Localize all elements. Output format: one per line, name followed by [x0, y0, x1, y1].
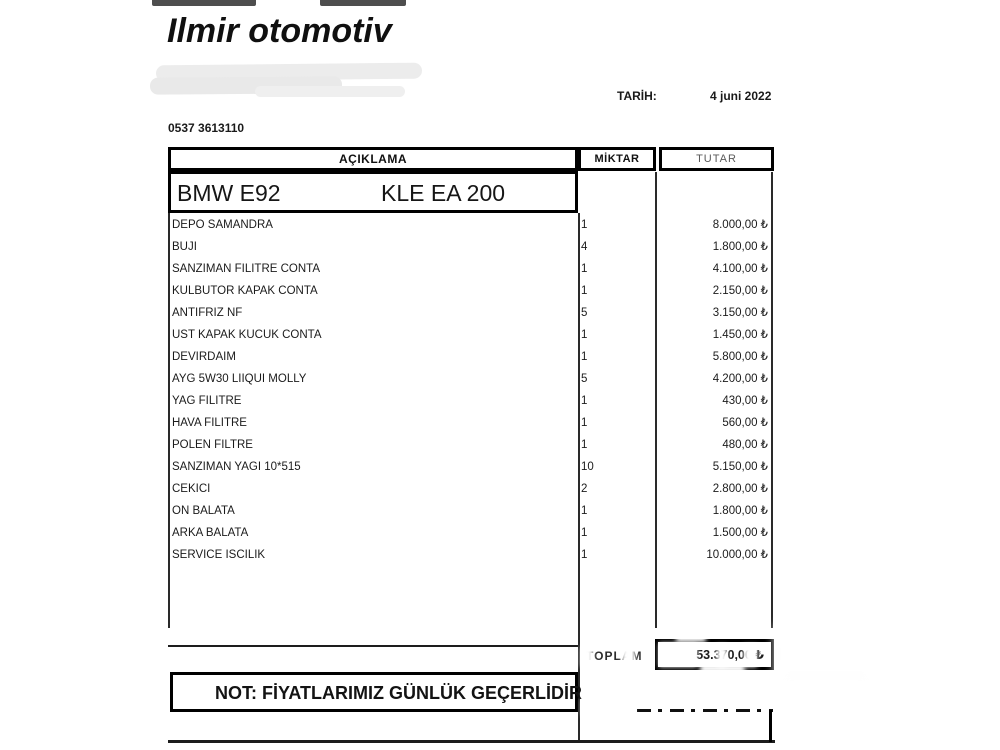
phone-number: 0537 3613110	[168, 121, 245, 135]
item-quantity: 1	[581, 329, 588, 341]
note-text: NOT: FİYATLARIMIZ GÜNLÜK GEÇERLİDİR	[215, 683, 582, 703]
invoice-row: UST KAPAK KUCUK CONTA 1 1.450,00 ₺	[168, 324, 772, 346]
redaction-blob	[255, 86, 405, 97]
item-quantity: 1	[581, 505, 588, 517]
top-crop-bar-left	[152, 0, 256, 6]
column-header-quantity: MİKTAR	[578, 147, 656, 171]
invoice-row: ON BALATA 1 1.800,00 ₺	[168, 500, 772, 522]
item-quantity: 10	[581, 461, 594, 473]
invoice-row: HAVA FILITRE 1 560,00 ₺	[168, 412, 772, 434]
invoice-row: ARKA BALATA 1 1.500,00 ₺	[168, 522, 772, 544]
item-amount: 1.800,00 ₺	[712, 241, 768, 253]
smudge-white	[590, 666, 650, 678]
corner-rule	[769, 710, 772, 742]
sheet-bottom-rule	[168, 740, 775, 743]
item-amount: 10.000,00 ₺	[706, 549, 768, 561]
item-description: CEKICI	[172, 483, 211, 495]
vehicle-row: BMW E92 KLE EA 200	[168, 171, 578, 213]
smudge-white	[659, 643, 697, 667]
item-description: SERVICE ISCILIK	[172, 549, 266, 561]
note-box: NOT: FİYATLARIMIZ GÜNLÜK GEÇERLİDİR	[170, 672, 582, 712]
invoice-row: DEPO SAMANDRA 1 8.000,00 ₺	[168, 214, 772, 236]
invoice-row: ANTIFRIZ NF 5 3.150,00 ₺	[168, 302, 772, 324]
item-description: KULBUTOR KAPAK CONTA	[172, 285, 318, 297]
item-amount: 560,00 ₺	[722, 417, 768, 429]
vehicle-plate: KLE EA 200	[381, 180, 506, 206]
item-description: SANZIMAN FILITRE CONTA	[172, 263, 321, 275]
smudge-white	[581, 647, 593, 667]
invoice-row: SERVICE ISCILIK 1 10.000,00 ₺	[168, 544, 772, 566]
item-description: UST KAPAK KUCUK CONTA	[172, 329, 322, 341]
business-name: Ilmir otomotiv	[167, 12, 392, 50]
item-quantity: 1	[581, 527, 588, 539]
vehicle-model: BMW E92	[177, 180, 281, 206]
item-description: BUJI	[172, 241, 197, 253]
date-value: 4 juni 2022	[710, 89, 772, 103]
item-quantity: 2	[581, 483, 588, 495]
invoice-row: CEKICI 2 2.800,00 ₺	[168, 478, 772, 500]
table-divider-quantity	[578, 213, 580, 741]
item-amount: 2.800,00 ₺	[712, 483, 768, 495]
invoice-row: AYG 5W30 LIIQUI MOLLY 5 4.200,00 ₺	[168, 368, 772, 390]
column-header-amount: TUTAR	[659, 147, 774, 171]
item-quantity: 4	[581, 241, 588, 253]
invoice-row: POLEN FILTRE 1 480,00 ₺	[168, 434, 772, 456]
smudge-white	[676, 634, 706, 642]
invoice-row: SANZIMAN YAGI 10*515 10 5.150,00 ₺	[168, 456, 772, 478]
item-amount: 4.100,00 ₺	[712, 263, 768, 275]
item-quantity: 1	[581, 351, 588, 363]
item-description: YAG FILITRE	[172, 395, 242, 407]
item-description: ARKA BALATA	[172, 527, 249, 539]
item-description: ANTIFRIZ NF	[172, 307, 243, 319]
invoice-row: YAG FILITRE 1 430,00 ₺	[168, 390, 772, 412]
table-bottom-rule	[168, 645, 578, 647]
item-quantity: 5	[581, 373, 588, 385]
item-amount: 1.800,00 ₺	[712, 505, 768, 517]
smudge-white	[717, 645, 727, 667]
item-amount: 4.200,00 ₺	[712, 373, 768, 385]
date-label: TARİH:	[617, 89, 657, 103]
item-quantity: 5	[581, 307, 588, 319]
item-description: POLEN FILTRE	[172, 439, 253, 451]
item-amount: 1.450,00 ₺	[712, 329, 768, 341]
smudge-white	[700, 664, 745, 673]
item-quantity: 1	[581, 263, 588, 275]
table-right-border	[771, 172, 773, 628]
item-quantity: 1	[581, 395, 588, 407]
invoice-row: DEVIRDAIM 1 5.800,00 ₺	[168, 346, 772, 368]
table-left-border	[168, 213, 170, 628]
item-description: SANZIMAN YAGI 10*515	[172, 461, 301, 473]
item-quantity: 1	[581, 549, 588, 561]
invoice-row: KULBUTOR KAPAK CONTA 1 2.150,00 ₺	[168, 280, 772, 302]
item-amount: 3.150,00 ₺	[712, 307, 768, 319]
smudge-white	[744, 645, 757, 667]
invoice-items: DEPO SAMANDRA 1 8.000,00 ₺ BUJI 4 1.800,00 ₺ S…	[168, 214, 772, 566]
dashed-rule	[637, 709, 773, 712]
item-description: DEPO SAMANDRA	[172, 219, 273, 231]
smudge-white	[622, 647, 635, 667]
table-divider-amount	[655, 172, 657, 628]
item-quantity: 1	[581, 417, 588, 429]
item-amount: 430,00 ₺	[722, 395, 768, 407]
item-description: DEVIRDAIM	[172, 351, 236, 363]
smudge-white-large	[775, 626, 885, 678]
smudge-white	[582, 700, 634, 716]
item-amount: 8.000,00 ₺	[712, 219, 768, 231]
item-amount: 5.150,00 ₺	[712, 461, 768, 473]
item-amount: 5.800,00 ₺	[712, 351, 768, 363]
top-crop-bar-right	[320, 0, 406, 6]
item-quantity: 1	[581, 439, 588, 451]
item-description: AYG 5W30 LIIQUI MOLLY	[172, 373, 307, 385]
item-quantity: 1	[581, 285, 588, 297]
invoice-row: SANZIMAN FILITRE CONTA 1 4.100,00 ₺	[168, 258, 772, 280]
item-description: ON BALATA	[172, 505, 235, 517]
column-header-description: AÇIKLAMA	[168, 147, 578, 171]
item-description: HAVA FILITRE	[172, 417, 247, 429]
invoice-row: BUJI 4 1.800,00 ₺	[168, 236, 772, 258]
item-amount: 480,00 ₺	[722, 439, 768, 451]
item-quantity: 1	[581, 219, 588, 231]
item-amount: 1.500,00 ₺	[712, 527, 768, 539]
item-amount: 2.150,00 ₺	[712, 285, 768, 297]
